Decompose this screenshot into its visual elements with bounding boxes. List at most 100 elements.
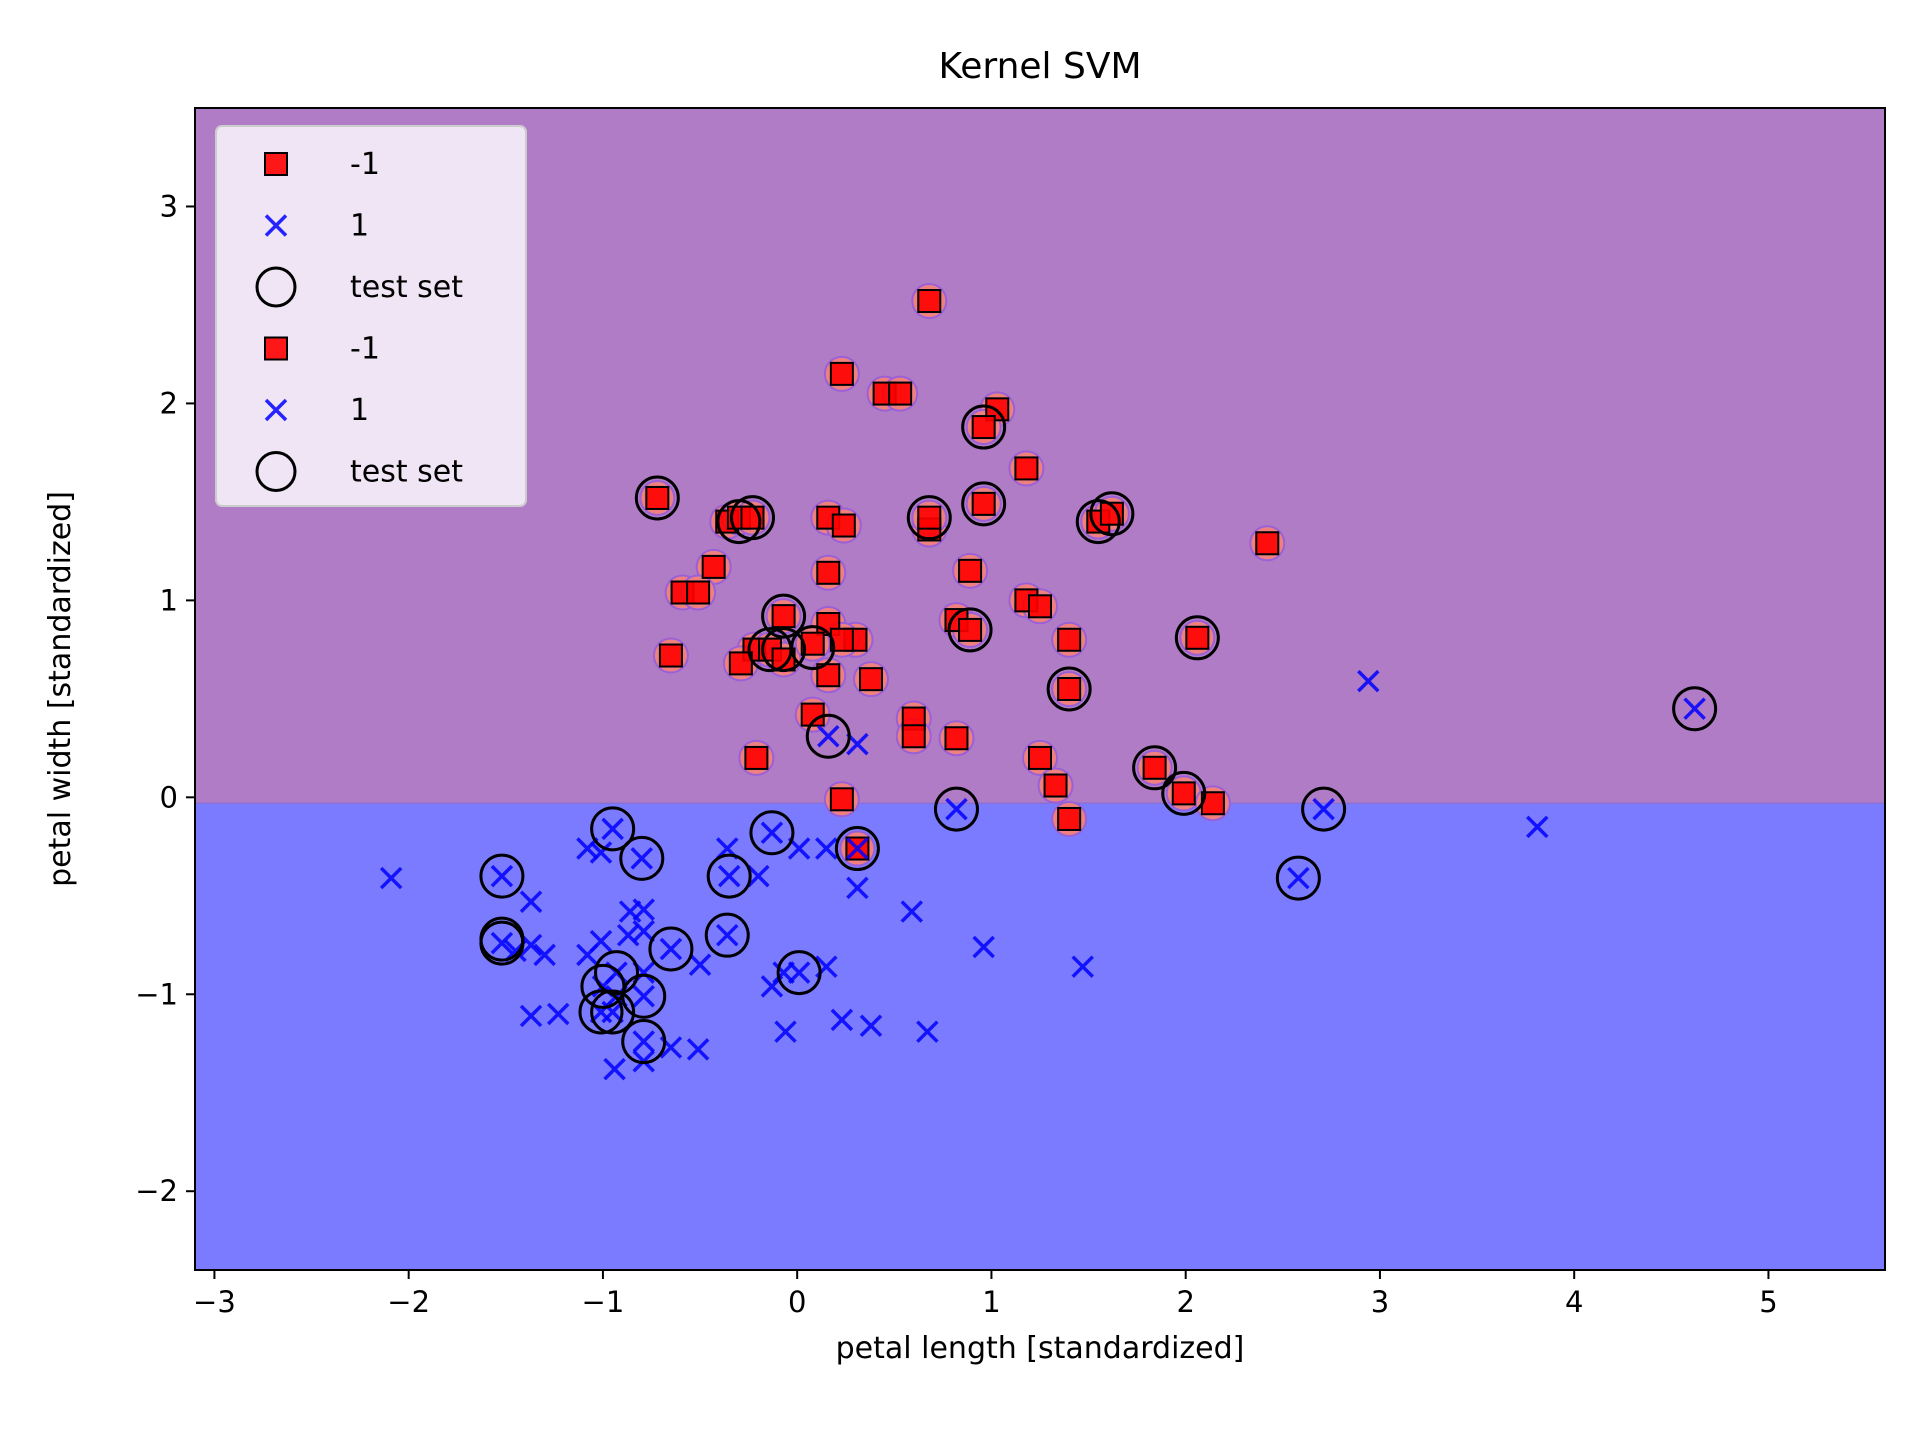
legend-label: -1 [350, 332, 380, 367]
test-set-point [906, 495, 952, 541]
test-set-point [761, 593, 807, 639]
data-point-class-1 [603, 1057, 626, 1081]
x-tick-label: 1 [982, 1285, 1000, 1319]
test-set-point [1046, 666, 1092, 712]
data-point-class-neg1 [971, 491, 996, 516]
data-point-class-neg1 [1014, 456, 1039, 481]
y-tick-label: −1 [135, 977, 178, 1011]
data-point-class-neg1 [1255, 531, 1280, 556]
plot-frame [194, 107, 1886, 1271]
chart-title: Kernel SVM [938, 46, 1141, 87]
legend-marker-circle [255, 266, 297, 308]
data-point-class-neg1 [831, 513, 856, 538]
plot-regions [195, 108, 1885, 1270]
data-point-class-neg1 [944, 726, 969, 751]
data-point-class-neg1 [816, 663, 841, 688]
x-tick-label: 2 [1176, 1285, 1194, 1319]
data-point-class-neg1 [1028, 594, 1052, 619]
x-tick-label: −2 [387, 1285, 430, 1319]
legend: -1 1 test set -1 1 test set [215, 125, 527, 507]
data-point-class-1 [632, 898, 655, 921]
plot-frame-border [194, 107, 1886, 1271]
test-set-point [1672, 686, 1718, 732]
data-point-class-1 [576, 943, 599, 967]
data-point-class-neg1 [829, 361, 854, 386]
legend-label: 1 [350, 209, 369, 244]
data-point-class-1 [379, 866, 403, 890]
y-tick-label: −2 [135, 1174, 178, 1208]
data-point-class-1 [519, 890, 543, 913]
test-set-point [704, 912, 750, 958]
test-set-point [1075, 499, 1121, 545]
legend-marker-square [264, 336, 288, 361]
y-tick-label: 1 [160, 583, 178, 617]
test-set-point [590, 806, 636, 852]
legend-label: 1 [350, 393, 369, 428]
data-point-class-1 [601, 1000, 624, 1024]
y-axis-label: petal width [standardized] [43, 491, 78, 887]
test-set-point [961, 404, 1007, 450]
data-point-class-neg1 [686, 580, 711, 605]
data-point-class-1 [945, 797, 968, 821]
data-point-class-1 [716, 923, 739, 947]
data-point-class-1 [760, 821, 784, 845]
data-point-class-neg1 [1099, 501, 1124, 526]
data-point-class-1 [1357, 669, 1380, 693]
data-point-class-neg1 [901, 724, 926, 749]
legend-label: test set [350, 270, 463, 305]
data-point-class-1 [830, 1008, 854, 1032]
data-point-class-neg1 [744, 745, 769, 770]
test-set-point [1301, 786, 1347, 832]
test-set-point [761, 627, 807, 673]
test-set-point [594, 950, 640, 996]
data-point-class-neg1 [917, 289, 942, 314]
data-point-class-neg1 [829, 787, 854, 812]
data-point-class-neg1 [1028, 745, 1052, 770]
test-set-point [621, 973, 667, 1019]
data-point-class-1 [659, 937, 683, 961]
data-point-class-1 [916, 1020, 939, 1043]
test-set-point [730, 495, 776, 541]
test-set-point [619, 835, 665, 881]
y-tick-label: 3 [160, 189, 178, 223]
data-point-class-1 [1071, 955, 1094, 978]
data-point-class-neg1 [1142, 755, 1167, 780]
test-set-point [590, 989, 636, 1035]
data-point-class-neg1 [1171, 781, 1196, 806]
data-point-class-1 [1683, 697, 1706, 720]
data-point-class-1 [686, 1038, 710, 1061]
data-point-class-neg1 [645, 485, 670, 510]
legend-label: test set [350, 455, 463, 490]
data-point-class-neg1 [971, 415, 996, 440]
data-point-class-1 [490, 931, 514, 955]
data-point-class-neg1 [800, 631, 825, 656]
data-point-class-1 [900, 900, 924, 923]
data-point-class-neg1 [1043, 773, 1068, 798]
test-set-point [776, 950, 822, 996]
data-point-class-neg1 [1057, 806, 1082, 831]
data-point-class-1 [519, 1004, 543, 1028]
data-point-class-1 [632, 920, 655, 943]
data-point-class-1 [1287, 866, 1310, 890]
test-set-point [578, 989, 624, 1035]
test-set-point [1161, 770, 1207, 816]
test-set-point [834, 826, 880, 872]
test-set-point [947, 607, 993, 653]
data-point-class-1 [601, 817, 624, 841]
test-set-point [621, 1019, 667, 1065]
x-tick-label: 3 [1371, 1285, 1389, 1319]
data-point-class-1 [846, 876, 869, 900]
test-set-point [648, 926, 694, 972]
legend-box [215, 125, 527, 507]
data-point-class-neg1 [859, 667, 883, 692]
x-tick-label: 5 [1759, 1285, 1777, 1319]
data-point-class-1 [846, 837, 869, 860]
data-point-class-neg1 [701, 554, 726, 579]
data-point-class-1 [1526, 815, 1549, 839]
test-set-point [1275, 855, 1321, 901]
data-point-class-1 [547, 1002, 570, 1026]
test-set-point [634, 475, 680, 521]
data-point-class-neg1 [1185, 625, 1210, 650]
data-point-class-neg1 [1057, 627, 1082, 652]
